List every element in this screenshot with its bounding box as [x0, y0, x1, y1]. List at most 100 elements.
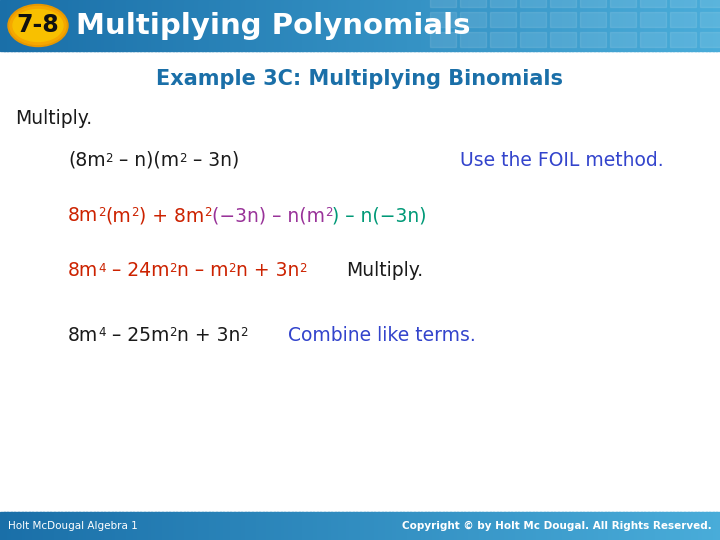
Bar [598, 0, 602, 51]
Bar [263, 512, 267, 540]
Bar [634, 0, 638, 51]
Bar [256, 0, 260, 51]
Bar [518, 512, 523, 540]
Bar [490, 0, 494, 51]
Bar [367, 512, 372, 540]
Bar [32, 512, 37, 540]
Bar [238, 512, 242, 540]
Bar [410, 512, 415, 540]
Bar [58, 512, 62, 540]
Bar [108, 0, 112, 51]
Bar [490, 512, 494, 540]
Bar [180, 512, 184, 540]
Bar [54, 512, 58, 540]
Bar [173, 0, 177, 51]
Bar [580, 0, 584, 51]
Bar [374, 0, 379, 51]
Text: 4: 4 [98, 261, 106, 274]
Bar [36, 512, 40, 540]
Bar [698, 512, 703, 540]
Bar [151, 0, 156, 51]
Bar [331, 512, 336, 540]
Bar [364, 512, 368, 540]
Bar [550, 32, 576, 47]
Bar [43, 0, 48, 51]
Bar [688, 512, 692, 540]
Bar [299, 512, 303, 540]
Bar [137, 512, 141, 540]
Bar [306, 512, 310, 540]
Bar [709, 0, 714, 51]
Bar [7, 0, 12, 51]
Bar [385, 0, 390, 51]
Bar [270, 512, 274, 540]
Bar [158, 0, 163, 51]
Bar [227, 512, 231, 540]
Bar [670, 32, 696, 47]
Bar [544, 0, 548, 51]
Bar [25, 0, 30, 51]
Bar [479, 0, 483, 51]
Bar [508, 512, 512, 540]
Bar [112, 512, 116, 540]
Bar [439, 512, 444, 540]
Bar [536, 0, 541, 51]
Bar [389, 512, 393, 540]
Bar [554, 0, 559, 51]
Bar [140, 0, 145, 51]
Bar [0, 0, 4, 51]
Bar [583, 512, 588, 540]
Bar [234, 0, 238, 51]
Bar [50, 512, 55, 540]
Bar [716, 512, 720, 540]
Bar [382, 512, 386, 540]
Bar [594, 0, 598, 51]
Bar [608, 0, 613, 51]
Bar [18, 0, 22, 51]
Bar [140, 512, 145, 540]
Bar [194, 512, 199, 540]
Bar [36, 0, 40, 51]
Bar [209, 512, 213, 540]
Bar [551, 512, 555, 540]
Bar [558, 0, 562, 51]
Bar [425, 0, 429, 51]
Bar [259, 0, 264, 51]
Bar [302, 512, 307, 540]
Bar [212, 512, 217, 540]
Bar [490, 0, 516, 7]
Bar [713, 0, 717, 51]
Bar [292, 512, 296, 540]
Bar [520, 0, 546, 7]
Bar [97, 0, 102, 51]
Text: 4: 4 [98, 327, 106, 340]
Bar [374, 512, 379, 540]
Bar [518, 0, 523, 51]
Bar [205, 512, 210, 540]
Bar [220, 512, 224, 540]
Bar [587, 0, 591, 51]
Bar [94, 0, 98, 51]
Bar [299, 0, 303, 51]
Bar [86, 0, 91, 51]
Bar [169, 0, 174, 51]
Bar [482, 512, 487, 540]
Bar [565, 0, 570, 51]
Bar [191, 512, 195, 540]
Bar [130, 0, 134, 51]
Bar [11, 0, 15, 51]
Text: Combine like terms.: Combine like terms. [287, 326, 475, 345]
Text: – 3n): – 3n) [186, 151, 239, 170]
Bar [619, 512, 624, 540]
Bar [245, 0, 249, 51]
Bar [587, 512, 591, 540]
Bar [252, 512, 256, 540]
Bar [691, 0, 696, 51]
Bar [550, 0, 576, 7]
Bar [22, 512, 26, 540]
Bar [342, 0, 346, 51]
Bar [40, 0, 44, 51]
Bar [266, 512, 271, 540]
Bar [18, 512, 22, 540]
Bar [695, 0, 699, 51]
